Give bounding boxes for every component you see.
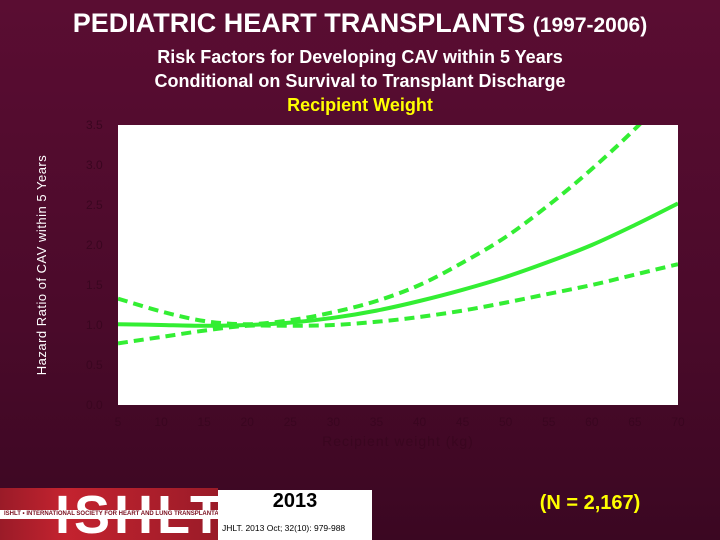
plot-area (118, 125, 678, 405)
x-tick-label: 5 (115, 415, 122, 429)
x-tick-label: 30 (327, 415, 341, 429)
upper-ci-line (118, 125, 642, 327)
y-tick-label: 3.5 (86, 118, 103, 132)
y-tick-label: 3.0 (86, 158, 103, 172)
hazard-ratio-line (118, 201, 678, 328)
y-tick-label: 2.0 (86, 238, 103, 252)
ishlt-logo: ISHLT ISHLT • INTERNATIONAL SOCIETY FOR … (0, 488, 218, 540)
subtitle-line-3: Recipient Weight (287, 95, 433, 115)
logo-strap: ISHLT • INTERNATIONAL SOCIETY FOR HEART … (0, 510, 218, 519)
chart-subtitle: Risk Factors for Developing CAV within 5… (0, 45, 720, 117)
y-tick-labels: 0.0 0.5 1.0 1.5 2.0 2.5 3.0 3.5 (86, 118, 103, 412)
x-tick-label: 65 (628, 415, 642, 429)
p-value-annotation: p < 0.0001 (145, 185, 207, 200)
x-tick-label: 40 (413, 415, 427, 429)
y-tick-label: 2.5 (86, 198, 103, 212)
y-tick-label: 1.0 (86, 318, 103, 332)
x-tick-label: 15 (197, 415, 211, 429)
x-tick-label: 45 (456, 415, 470, 429)
citation-year: 2013 (272, 490, 318, 512)
y-tick-label: 0.0 (86, 398, 103, 412)
sample-size: (N = 2,167) (539, 492, 641, 514)
x-tick-label: 10 (154, 415, 168, 429)
x-tick-label: 20 (241, 415, 255, 429)
x-axis-label: Recipient weight (kg) (322, 433, 474, 449)
y-tick-label: 0.5 (86, 358, 103, 372)
x-tick-label: 50 (499, 415, 513, 429)
x-tick-label: 35 (370, 415, 384, 429)
slide-title: PEDIATRIC HEART TRANSPLANTS (1997-2006) (0, 8, 720, 39)
subtitle-line-1: Risk Factors for Developing CAV within 5… (157, 47, 563, 67)
title-years: (1997-2006) (532, 14, 648, 37)
x-tick-labels: 5 10 15 20 25 30 35 40 45 50 55 60 65 70 (115, 415, 685, 429)
x-tick-label: 70 (671, 415, 685, 429)
x-tick-label: 55 (542, 415, 556, 429)
y-axis-label: Hazard Ratio of CAV within 5 Years (34, 155, 49, 376)
chart-series (118, 125, 678, 346)
subtitle-line-2: Conditional on Survival to Transplant Di… (154, 71, 566, 91)
citation-text: JHLT. 2013 Oct; 32(10): 979-988 (222, 523, 346, 533)
title-text: PEDIATRIC HEART TRANSPLANTS (72, 8, 526, 38)
x-tick-label: 25 (284, 415, 298, 429)
lower-ci-line (118, 262, 678, 346)
x-tick-label: 60 (585, 415, 599, 429)
citation-box: 2013 JHLT. 2013 Oct; 32(10): 979-988 (218, 490, 372, 540)
y-tick-label: 1.5 (86, 278, 103, 292)
